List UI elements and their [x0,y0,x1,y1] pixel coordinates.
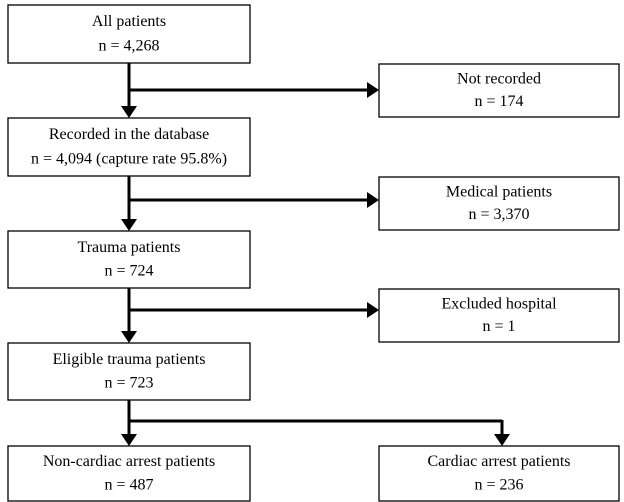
arrow-head [121,434,137,446]
node-box [7,342,251,401]
node-count: n = 723 [104,375,153,392]
node-label: Not recorded [457,71,541,88]
node-count: n = 487 [104,476,153,493]
node-count: n = 236 [474,476,523,493]
node-label: Cardiac arrest patients [427,453,570,470]
node: Eligible trauma patients n = 723 [7,342,251,401]
node-label: Excluded hospital [441,296,557,313]
node-count: n = 724 [104,263,153,280]
arrow-head [367,82,379,98]
boxes: All patients n = 4,268 Not recorded n = 174… [7,4,620,502]
node: Not recorded n = 174 [378,63,620,118]
node-label: Trauma patients [78,239,181,256]
node-count: n = 1 [482,318,515,335]
node-box [7,117,251,177]
node-label: Non-cardiac arrest patients [43,453,215,470]
node-count: n = 174 [474,93,523,110]
node-label: Medical patients [446,184,552,201]
node: Trauma patients n = 724 [7,230,251,289]
arrow-head [121,106,137,118]
arrow-head [367,302,379,318]
node-count: n = 3,370 [468,206,529,223]
arrow-head [121,331,137,343]
node-box [378,176,620,231]
node: Recorded in the database n = 4,094 (captu… [7,117,251,177]
node-box [378,445,620,502]
node-box [7,230,251,289]
node-box [7,445,251,502]
node-count: n = 4,268 [98,37,159,54]
arrow-head [367,192,379,208]
node-count: n = 4,094 (capture rate 95.8%) [31,150,227,167]
node: Non-cardiac arrest patients n = 487 [7,445,251,502]
node: All patients n = 4,268 [7,4,251,64]
connectors [121,63,510,446]
node-box [378,63,620,118]
node-box [378,288,620,343]
node-label: All patients [92,13,166,30]
node: Medical patients n = 3,370 [378,176,620,231]
node-box [7,4,251,64]
node: Cardiac arrest patients n = 236 [378,445,620,502]
node-label: Recorded in the database [49,126,209,143]
arrow-head [121,219,137,231]
node: Excluded hospital n = 1 [378,288,620,343]
arrow-head [494,434,510,446]
node-label: Eligible trauma patients [53,351,206,368]
